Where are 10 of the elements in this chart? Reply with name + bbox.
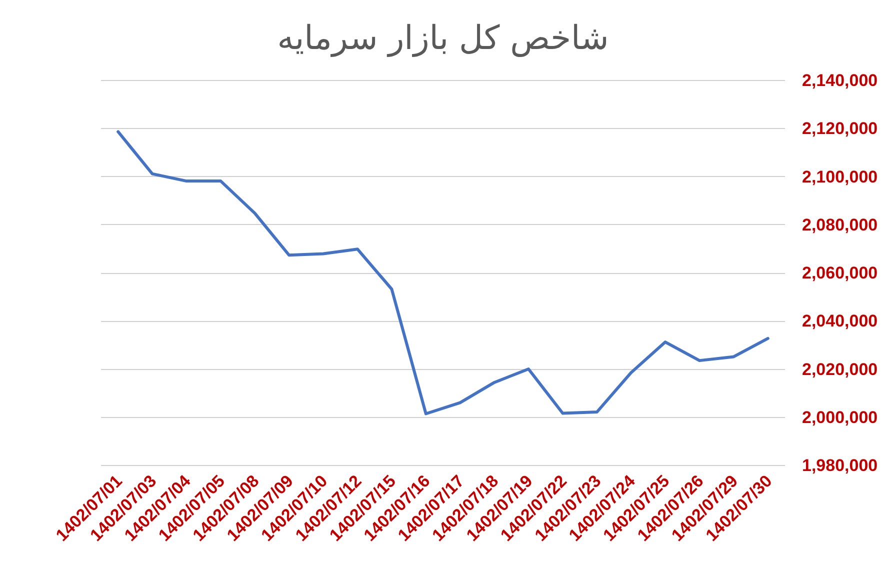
y-tick-label: 2,020,000 bbox=[802, 360, 878, 379]
title: شاخص کل بازار سرمایه bbox=[277, 18, 609, 57]
y-tick-label: 2,000,000 bbox=[802, 408, 878, 427]
y-tick-label: 2,060,000 bbox=[802, 264, 878, 282]
y-tick-label: 2,100,000 bbox=[802, 167, 878, 186]
y-tick-label: 2,040,000 bbox=[802, 312, 878, 331]
y-tick-label: 1,980,000 bbox=[802, 456, 878, 475]
y-tick-label: 2,080,000 bbox=[802, 215, 878, 234]
y-tick-label: 2,120,000 bbox=[802, 119, 878, 138]
y-tick-label: 2,140,000 bbox=[802, 71, 878, 90]
